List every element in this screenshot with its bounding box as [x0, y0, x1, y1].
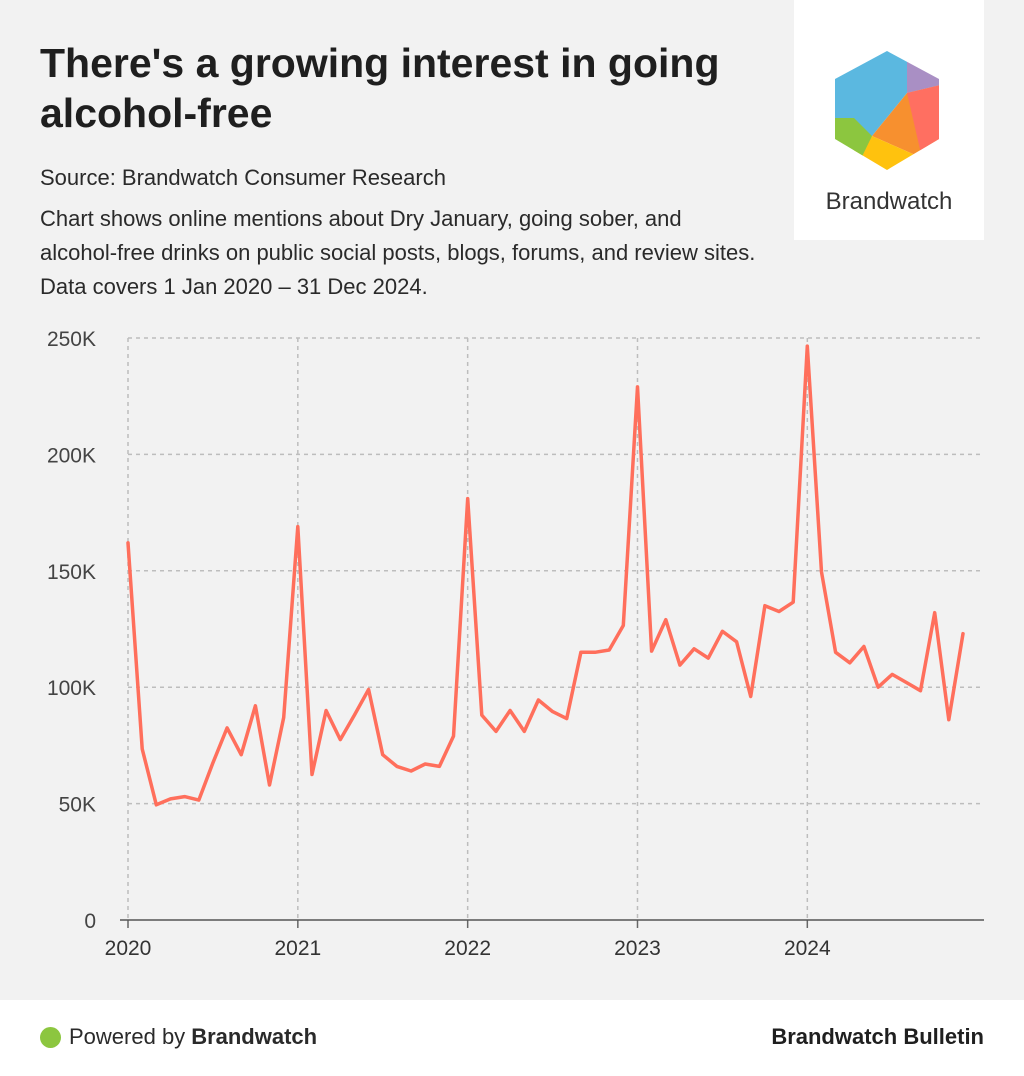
- y-tick-label: 0: [84, 910, 96, 933]
- x-tick-label: 2020: [105, 937, 152, 960]
- x-tick-label: 2024: [784, 937, 831, 960]
- y-tick-label: 200K: [47, 444, 96, 467]
- green-dot-icon: [40, 1026, 61, 1048]
- bulletin-label[interactable]: Brandwatch Bulletin: [771, 1024, 984, 1049]
- powered-prefix: Powered by: [69, 1024, 186, 1049]
- powered-brand: Brandwatch: [191, 1024, 318, 1049]
- series-layer: [126, 344, 965, 807]
- tick-labels: 0 50K 100K 150K 200K 250K 2020 2021 2022 2023 2024: [47, 328, 831, 960]
- y-tick-label: 50K: [59, 794, 96, 817]
- chart-description: Chart shows online mentions about Dry Ja…: [40, 206, 756, 299]
- logo-red-segment: [907, 83, 939, 158]
- axes: [120, 919, 984, 928]
- line-chart: 0 50K 100K 150K 200K 250K 2020 2021 2022 2023 2024: [47, 328, 984, 960]
- y-tick-label: 100K: [47, 677, 96, 700]
- footer: Powered by Brandwatch Brandwatch Bulleti…: [0, 1000, 1024, 1076]
- y-tick-label: 250K: [47, 328, 96, 351]
- x-tick-label: 2023: [614, 937, 661, 960]
- x-tick-label: 2021: [274, 937, 321, 960]
- source-note: Source: Brandwatch Consumer Research: [40, 165, 446, 190]
- x-tick-label: 2022: [444, 937, 491, 960]
- brandwatch-logo[interactable]: Brandwatch: [794, 0, 984, 240]
- powered-by[interactable]: Powered by Brandwatch: [40, 1024, 317, 1050]
- gridlines: [127, 337, 984, 920]
- mentions-series-line: [126, 344, 965, 807]
- chart-title: There's a growing interest in going alco…: [40, 40, 720, 136]
- brandwatch-wordmark: Brandwatch: [825, 188, 953, 215]
- brandwatch-hexagon-icon: [835, 51, 939, 170]
- y-tick-label: 150K: [47, 561, 96, 584]
